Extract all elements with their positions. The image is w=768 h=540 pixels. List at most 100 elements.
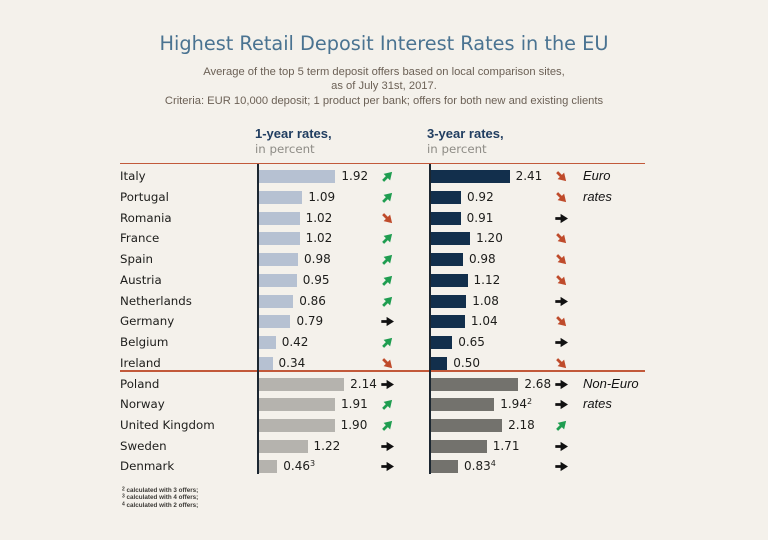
trend-flat-icon [381, 379, 394, 389]
chart-subtitle-line2: as of July 31st, 2017. [331, 80, 437, 92]
bar-3-year [431, 398, 495, 412]
axis-baseline-3-year [429, 164, 431, 474]
country-label: Germany [120, 314, 175, 329]
column-header-1-year: 1-year rates, in percent [255, 126, 332, 155]
group-label-non-euro-rates: Non-Euro rates [583, 375, 639, 412]
value-label-3-year: 1.20 [476, 231, 503, 246]
trend-up-icon [382, 420, 393, 431]
trend-arrow-3-year [555, 357, 568, 370]
country-label: Norway [120, 397, 165, 412]
bar-3-year [431, 211, 461, 225]
bar-1-year [259, 419, 335, 433]
bar-1-year [259, 315, 291, 329]
country-label: Denmark [120, 459, 175, 474]
column-header-3-year-label: 3-year rates, [427, 126, 504, 141]
trend-arrow-3-year [555, 315, 568, 328]
country-label: Ireland [120, 355, 161, 370]
chart-criteria-line: Criteria: EUR 10,000 deposit; 1 product … [164, 95, 604, 107]
footnote-3: 3 calculated with 4 offers; [122, 493, 199, 502]
bar-3-year [431, 315, 465, 329]
trend-arrow-3-year [555, 460, 568, 473]
value-label-3-year: 0.91 [466, 210, 494, 225]
group-label-euro-rates: Euro rates [583, 168, 612, 204]
bar-3-year [431, 170, 510, 184]
column-header-1-year-label: 1-year rates, [255, 126, 332, 141]
value-label-1-year: 1.02 [305, 231, 333, 246]
value-label-1-year: 1.02 [305, 210, 333, 225]
trend-arrow-1-year [381, 336, 394, 349]
country-label: France [120, 231, 160, 246]
trend-down-icon [556, 357, 567, 368]
trend-up-icon [382, 192, 393, 203]
bar-1-year [259, 439, 308, 453]
value-label-1-year: 1.91 [341, 397, 368, 412]
value-label-3-year: 1.04 [470, 314, 498, 329]
country-label: Italy [120, 169, 146, 184]
trend-arrow-1-year [381, 253, 394, 266]
bar-1-year [259, 460, 278, 474]
footnote-2: 2 calculated with 3 offers; [122, 486, 199, 494]
trend-arrow-3-year [555, 191, 568, 204]
country-label: Sweden [120, 438, 167, 453]
bar-3-year [431, 253, 463, 267]
country-label: Belgium [120, 334, 169, 349]
bar-3-year [431, 335, 453, 349]
trend-arrow-1-year [381, 232, 394, 245]
chart-subtitle-line1: Average of the top 5 term deposit offers… [203, 66, 565, 78]
bar-1-year [259, 377, 345, 391]
value-label-3-year: 0.50 [453, 355, 481, 370]
top-divider-line [120, 162, 645, 165]
trend-up-icon [382, 275, 393, 286]
trend-arrow-1-year [381, 212, 394, 225]
trend-flat-icon [555, 213, 568, 223]
trend-down-icon [556, 233, 567, 244]
country-label: United Kingdom [120, 418, 215, 433]
trend-arrow-1-year [381, 315, 394, 328]
value-label-3-year: 0.65 [458, 334, 485, 349]
footnote-marker: 3 [122, 493, 125, 500]
bar-1-year [259, 398, 336, 412]
trend-up-icon [382, 254, 393, 265]
trend-arrow-1-year [381, 295, 394, 308]
trend-flat-icon [381, 317, 394, 327]
value-label-3-year: 0.834 [464, 459, 496, 474]
value-label-1-year: 0.98 [304, 252, 331, 267]
trend-arrow-3-year [555, 336, 568, 349]
footnote-4: 4 calculated with 2 offers; [122, 501, 199, 509]
value-label-1-year: 0.95 [302, 272, 330, 287]
value-label-3-year: 0.92 [466, 189, 494, 204]
value-label-1-year: 1.09 [308, 189, 336, 204]
trend-flat-icon [555, 400, 568, 410]
trend-up-icon [382, 296, 393, 307]
chart-title: Highest Retail Deposit Interest Rates in… [159, 32, 609, 55]
trend-down-icon [382, 357, 393, 368]
footnote-marker: 4 [122, 501, 125, 508]
trend-down-icon [556, 254, 567, 265]
trend-flat-icon [555, 462, 568, 472]
bar-1-year [259, 294, 294, 308]
bar-1-year [259, 335, 276, 349]
value-label-3-year: 2.18 [508, 418, 535, 433]
value-label-1-year: 0.34 [278, 355, 306, 370]
value-label-3-year: 0.98 [468, 252, 496, 267]
trend-arrow-3-year [555, 170, 568, 183]
trend-arrow-3-year [555, 212, 568, 225]
country-label: Portugal [120, 189, 169, 204]
trend-arrow-3-year [555, 398, 568, 411]
trend-arrow-1-year [381, 440, 394, 453]
trend-up-icon [382, 172, 393, 182]
value-label-1-year: 0.86 [299, 293, 326, 308]
trend-arrow-1-year [381, 419, 394, 432]
axis-baseline-1-year [257, 164, 259, 474]
trend-flat-icon [381, 462, 394, 472]
bar-3-year [431, 232, 471, 246]
trend-arrow-3-year [555, 274, 568, 287]
bar-3-year [431, 419, 503, 433]
trend-flat-icon [555, 441, 568, 451]
trend-flat-icon [381, 441, 394, 451]
bar-3-year [431, 273, 468, 287]
euro-noneuro-divider-line [120, 370, 645, 372]
trend-arrow-3-year [555, 295, 568, 308]
country-label: Poland [120, 376, 160, 391]
trend-arrow-1-year [381, 170, 394, 183]
